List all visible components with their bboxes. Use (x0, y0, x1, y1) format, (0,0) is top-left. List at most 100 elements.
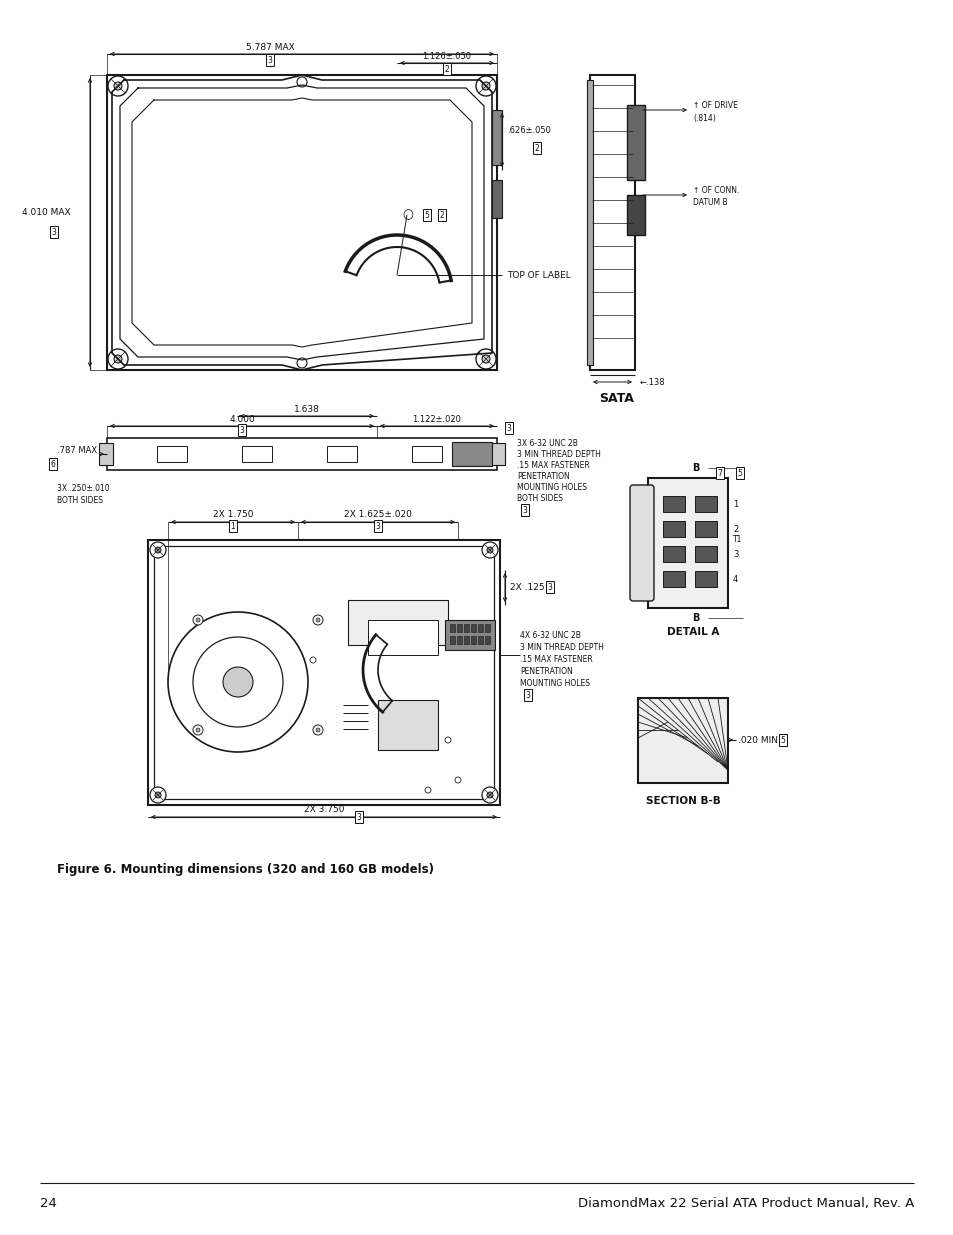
Text: 1: 1 (732, 499, 738, 509)
Circle shape (476, 77, 496, 96)
Text: 3: 3 (239, 426, 244, 435)
Bar (695, 546, 717, 562)
Bar (463, 636, 469, 643)
Text: .15 MAX FASTENER: .15 MAX FASTENER (517, 461, 589, 469)
Text: 1.122±.020: 1.122±.020 (412, 415, 461, 424)
Text: T1: T1 (732, 535, 741, 543)
Circle shape (313, 725, 323, 735)
Bar (99, 443, 112, 466)
Circle shape (481, 82, 490, 90)
Circle shape (486, 547, 493, 553)
Circle shape (486, 792, 493, 798)
Text: 3X .250±.010: 3X .250±.010 (57, 483, 110, 493)
Circle shape (315, 727, 319, 732)
Text: ←.138: ←.138 (639, 378, 665, 387)
Bar (368, 620, 437, 655)
Text: 2: 2 (444, 64, 449, 74)
Circle shape (444, 737, 451, 743)
Text: 3: 3 (375, 521, 380, 531)
Text: 2: 2 (534, 143, 538, 152)
Bar (492, 110, 501, 165)
Circle shape (296, 358, 307, 368)
Text: 3: 3 (506, 424, 511, 432)
Bar (491, 443, 504, 466)
Circle shape (193, 725, 203, 735)
Text: PENETRATION: PENETRATION (519, 667, 572, 676)
FancyBboxPatch shape (629, 485, 654, 601)
Text: B: B (692, 613, 699, 622)
Text: DiamondMax 22 Serial ATA Product Manual, Rev. A: DiamondMax 22 Serial ATA Product Manual,… (577, 1198, 913, 1210)
Bar (107, 75, 497, 370)
Bar (412, 446, 441, 462)
Text: 4.010 MAX: 4.010 MAX (22, 207, 71, 216)
Text: 3: 3 (356, 813, 361, 821)
Text: 2X 1.625±.020: 2X 1.625±.020 (344, 510, 412, 519)
Text: PENETRATION: PENETRATION (517, 472, 569, 480)
Bar (662, 496, 684, 513)
Bar (148, 540, 499, 805)
Text: ○: ○ (401, 209, 413, 221)
Bar (662, 571, 684, 587)
Text: Figure 6. Mounting dimensions (320 and 160 GB models): Figure 6. Mounting dimensions (320 and 1… (57, 863, 434, 877)
Text: 3: 3 (732, 550, 738, 558)
Circle shape (476, 350, 496, 369)
Text: 2: 2 (439, 210, 444, 220)
Bar (477, 636, 482, 643)
Text: 5: 5 (424, 210, 429, 220)
Bar (695, 521, 717, 537)
Circle shape (223, 667, 253, 697)
Circle shape (481, 787, 497, 803)
Bar (471, 624, 476, 632)
Circle shape (481, 354, 490, 363)
Bar (377, 700, 437, 750)
Text: 24: 24 (40, 1198, 57, 1210)
Text: ↑ OF CONN.: ↑ OF CONN. (692, 185, 739, 194)
Text: (.814): (.814) (692, 114, 715, 122)
Text: 2: 2 (732, 525, 738, 534)
Circle shape (195, 618, 200, 622)
Text: MOUNTING HOLES: MOUNTING HOLES (517, 483, 586, 492)
Bar (638, 698, 727, 783)
Bar (157, 446, 187, 462)
Text: 2X .125: 2X .125 (510, 583, 544, 592)
Bar (107, 438, 497, 471)
Bar (450, 624, 455, 632)
Bar (484, 636, 490, 643)
Text: 3 MIN THREAD DEPTH: 3 MIN THREAD DEPTH (517, 450, 600, 458)
Circle shape (108, 77, 128, 96)
Text: DATUM B: DATUM B (692, 198, 727, 206)
Text: ↑ OF DRIVE: ↑ OF DRIVE (692, 100, 737, 110)
Bar (452, 442, 492, 466)
Text: 1.638: 1.638 (294, 405, 319, 414)
Bar (626, 195, 644, 235)
Bar (348, 600, 448, 645)
Text: 6: 6 (51, 459, 55, 468)
Circle shape (113, 82, 122, 90)
Circle shape (150, 542, 166, 558)
Text: BOTH SIDES: BOTH SIDES (57, 495, 103, 505)
Bar (327, 446, 356, 462)
Bar (492, 180, 501, 219)
Text: 7: 7 (717, 468, 721, 478)
Circle shape (154, 792, 161, 798)
Text: .626±.050: .626±.050 (506, 126, 550, 135)
Circle shape (296, 77, 307, 86)
Text: 3X 6-32 UNC 2B: 3X 6-32 UNC 2B (517, 438, 578, 447)
Circle shape (150, 787, 166, 803)
Text: 3: 3 (51, 227, 56, 236)
Text: 2X 1.750: 2X 1.750 (213, 510, 253, 519)
Text: DETAIL A: DETAIL A (666, 627, 719, 637)
Bar (662, 521, 684, 537)
Text: 4X 6-32 UNC 2B: 4X 6-32 UNC 2B (519, 631, 580, 640)
Bar (450, 636, 455, 643)
Text: 3: 3 (522, 505, 527, 515)
Circle shape (108, 350, 128, 369)
Bar (586, 80, 593, 366)
Bar (695, 496, 717, 513)
Circle shape (313, 615, 323, 625)
Text: 1.126±.050: 1.126±.050 (422, 52, 471, 61)
Text: 3: 3 (525, 690, 530, 699)
Text: SECTION B-B: SECTION B-B (645, 797, 720, 806)
Circle shape (154, 547, 161, 553)
Text: 3 MIN THREAD DEPTH: 3 MIN THREAD DEPTH (519, 642, 603, 652)
